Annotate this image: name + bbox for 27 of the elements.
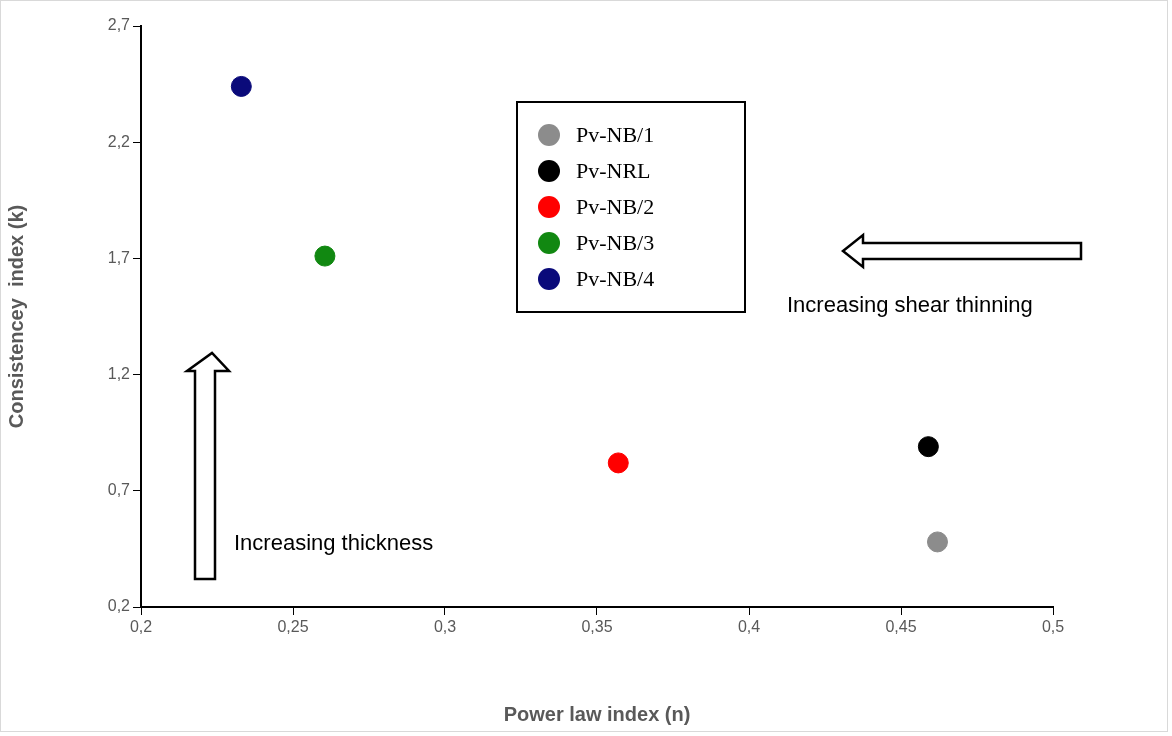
y-tick-label: 0,2 — [107, 597, 131, 615]
y-tick-label: 2,7 — [107, 16, 131, 34]
point — [230, 75, 252, 97]
x-tick-label: 0,5 — [1041, 618, 1065, 636]
y-tick-label: 1,7 — [107, 248, 131, 266]
x-tick-label: 0,25 — [277, 618, 309, 636]
point — [314, 245, 336, 267]
legend-label: Pv-NB/2 — [576, 194, 655, 220]
y-tick-label: 1,2 — [107, 365, 131, 383]
legend-label: Pv-NB/1 — [576, 122, 655, 148]
point — [926, 531, 948, 553]
x-tick-label: 0,4 — [737, 618, 761, 636]
legend-label: Pv-NB/3 — [576, 230, 655, 256]
y-tick-label: 0,7 — [107, 481, 131, 499]
annotation: Increasing thickness — [234, 530, 434, 556]
x-tick-label: 0,3 — [433, 618, 457, 636]
point — [607, 452, 629, 474]
point — [917, 436, 939, 458]
legend-label: Pv-NB/4 — [576, 266, 655, 292]
x-tick-label: 0,35 — [581, 618, 613, 636]
legend-label: Pv-NRL — [576, 158, 651, 184]
y-tick-label: 2,2 — [107, 132, 131, 150]
x-axis-title: Power law index (n) — [503, 702, 691, 725]
y-axis-title: Consistencey index (k) — [4, 204, 27, 429]
x-tick-label: 0,45 — [885, 618, 917, 636]
x-tick-label: 0,2 — [129, 618, 153, 636]
annotation: Increasing shear thinning — [787, 292, 1033, 318]
